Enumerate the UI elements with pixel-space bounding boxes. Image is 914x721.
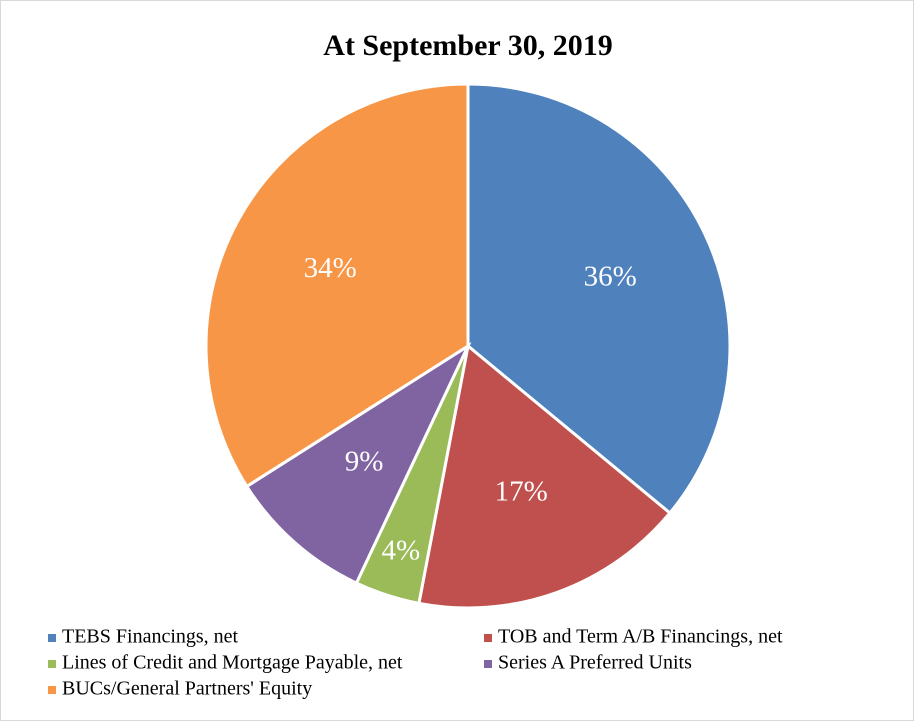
legend-swatch	[484, 634, 492, 642]
legend-label: Lines of Credit and Mortgage Payable, ne…	[62, 652, 403, 674]
slice-label: 4%	[381, 534, 420, 566]
pie-slice	[204, 82, 470, 489]
legend-label: Series A Preferred Units	[498, 652, 692, 674]
legend-swatch	[484, 660, 492, 668]
pie-slice	[244, 341, 472, 586]
slice-label: 36%	[584, 261, 637, 293]
legend-swatch	[48, 660, 56, 668]
legend-label: BUCs/General Partners' Equity	[62, 678, 312, 700]
legend-label: TOB and Term A/B Financings, net	[498, 626, 783, 648]
legend-label: TEBS Financings, net	[62, 626, 239, 648]
slice-label: 17%	[495, 476, 548, 508]
slice-label: 9%	[345, 446, 384, 478]
chart-title: At September 30, 2019	[323, 29, 612, 62]
legend-swatch	[48, 634, 56, 642]
pie-slice	[417, 343, 672, 610]
slice-label: 34%	[304, 252, 357, 284]
pie-slice	[466, 82, 732, 516]
legend-swatch	[48, 686, 56, 694]
